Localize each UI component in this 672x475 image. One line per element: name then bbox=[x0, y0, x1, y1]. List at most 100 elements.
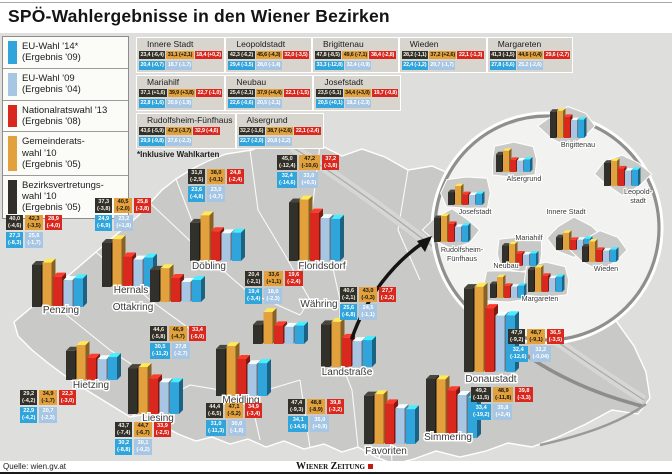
result-box-eu09: 20,8 (-2,2) bbox=[265, 137, 292, 146]
results-row-1: 32,2 (-1,6) 38,7 (+2,6) 22,1 (-2,4) bbox=[238, 127, 321, 136]
result-change: (-3,8) bbox=[135, 205, 150, 212]
result-change: (-12,4) bbox=[279, 162, 296, 169]
result-value: 48,8 bbox=[310, 400, 322, 406]
result-value: 39,8 bbox=[329, 400, 341, 406]
result-value: 34,9 bbox=[42, 391, 54, 397]
result-change: (-4,8) bbox=[190, 194, 204, 201]
result-value: 23,2 bbox=[118, 216, 130, 223]
district-results-leopoldstadt: Leopoldstadt 42,3 (-6,2) 45,6 (-4,3) 32,0 (… bbox=[226, 38, 312, 72]
results-row-2: 25,6 (-6,8) 24,5 (-1,1) bbox=[340, 304, 396, 320]
result-box-eu14: 25,6 (-6,8) bbox=[340, 304, 358, 320]
result-box-eu14: 30,5 (-11,2) bbox=[150, 343, 171, 359]
result-change: (-3,5) bbox=[27, 222, 41, 229]
result-change: (-8,9) bbox=[309, 406, 323, 413]
results-row-1: 47,8 (-8,5) 49,6 (-7,1) 38,4 (-2,8) bbox=[315, 51, 396, 60]
result-box-eu14: 22,9 (-4,2) bbox=[20, 407, 38, 423]
results-row-1: 44,6 (-5,8) 46,9 (-4,7) 33,4 (-5,0) bbox=[150, 326, 207, 342]
result-value: 25,8 bbox=[136, 199, 148, 205]
result-change: (-8,8) bbox=[117, 447, 131, 454]
result-change: (-5,0) bbox=[190, 333, 205, 340]
result-box-bv10: 44,4 (-6,5) bbox=[206, 403, 224, 419]
map-results-liesing: 43,7 (-7,4) 44,7 (-6,7) 33,9 (-2,5) 30,2 (-8,8)… bbox=[115, 422, 172, 457]
result-box-bv10: 23,5 (-5,1) bbox=[316, 89, 343, 98]
district-label: Hernals bbox=[114, 285, 148, 296]
result-value: 38,0 bbox=[210, 170, 222, 176]
result-box-eu09: 27,6 (-2,3) bbox=[166, 137, 193, 146]
legend-swatch-bv10 bbox=[8, 179, 17, 214]
legend-label-line: (Ergebnis '09) bbox=[22, 52, 81, 64]
result-box-bv10: 49,2 (-11,5) bbox=[471, 387, 492, 403]
result-value: 28,9 bbox=[47, 216, 59, 222]
result-value: 19,6 bbox=[288, 272, 300, 278]
result-box-gr10: 31,1 (+2,1) bbox=[166, 51, 194, 60]
results-band-2: Mariahilf 37,1 (+1,6) 39,9 (+3,8) 22,7 (-1,… bbox=[136, 75, 402, 111]
result-box-bv10: 40,6 (-2,1) bbox=[340, 287, 358, 303]
result-box-nr13: 28,9 (-4,0) bbox=[44, 215, 63, 231]
result-change: (-11,5) bbox=[473, 394, 490, 401]
result-value: 29,2 bbox=[23, 391, 35, 397]
district-label: Favoriten bbox=[365, 446, 407, 457]
result-value: 35,0 bbox=[314, 417, 326, 424]
result-value: 40,6 bbox=[343, 288, 355, 294]
result-box-eu09: 33,0 (+0,5) bbox=[299, 172, 319, 188]
result-value: 32,4 bbox=[281, 173, 293, 180]
result-box-eu14: 22,4 (-1,2) bbox=[401, 61, 428, 70]
results-band-3: Rudolfsheim-Fünfhaus 43,6 (-5,9) 47,3 (-3,… bbox=[136, 113, 324, 149]
result-box-nr13: 22,1 (-1,3) bbox=[457, 51, 484, 60]
result-change: (-0,1) bbox=[209, 176, 223, 183]
results-band-1: Innere Stadt 23,4 (-6,4) 31,1 (+2,1) 18,4 (… bbox=[136, 37, 574, 73]
result-box-eu14: 22,6 (-0,6) bbox=[228, 99, 255, 108]
result-value: 44,7 bbox=[137, 423, 149, 429]
bar-cluster-simmering bbox=[426, 374, 481, 438]
result-change: (-5,8) bbox=[152, 333, 166, 340]
results-row-1: 37,3 (-3,8) 40,5 (-2,0) 25,8 (-3,8) bbox=[95, 198, 152, 214]
results-row-2: 31,0 (-11,3) 30,0 (-1,0) bbox=[206, 420, 262, 436]
results-row-1: 47,4 (-9,3) 48,8 (-8,9) 39,8 (-3,2) bbox=[288, 399, 345, 415]
district-label: Landstraße bbox=[322, 367, 373, 378]
district-label: Donaustadt bbox=[465, 374, 516, 385]
result-change: (-0,3) bbox=[361, 294, 375, 301]
brand-logo: Wiener Zeitung bbox=[296, 461, 373, 472]
results-row-1: 31,8 (-2,5) 38,0 (-0,1) 24,8 (-2,4) bbox=[188, 169, 245, 185]
map-results-w-hring: 20,4 (-2,1) 33,6 (+1,1) 19,6 (-2,4) 19,4 (-3,4)… bbox=[245, 271, 303, 306]
inset-district-label: Margareten bbox=[522, 294, 559, 303]
result-value: 34,1 bbox=[292, 417, 304, 424]
district-label: Ottakring bbox=[113, 302, 154, 313]
result-change: (-2,5) bbox=[190, 176, 204, 183]
inset-district-label: Alsergrund bbox=[507, 174, 542, 183]
result-change: (-7,4) bbox=[117, 429, 131, 436]
legend-item-eu14: EU-Wahl '14* (Ergebnis '09) bbox=[3, 37, 128, 69]
result-box-eu14: 32,4 (-12,6) bbox=[508, 346, 529, 362]
district-label: Penzing bbox=[43, 305, 79, 316]
bar-cluster-penzing bbox=[32, 258, 87, 307]
results-row-2: 20,4 (-0,7) 18,7 (-1,7) bbox=[139, 61, 222, 70]
result-box-gr10: 48,9 (-11,8) bbox=[493, 387, 514, 403]
results-row-1: 45,0 (-12,4) 47,2 (-10,6) 37,2 (-3,8) bbox=[277, 155, 340, 171]
results-row-1: 23,4 (-6,4) 31,1 (+2,1) 18,4 (+0,2) bbox=[139, 51, 223, 60]
road-line bbox=[539, 402, 647, 447]
district-results-brigittenau: Brigittenau 47,8 (-8,5) 49,6 (-7,1) 38,4 (-… bbox=[313, 38, 398, 72]
result-box-nr13: 29,6 (-2,7) bbox=[544, 51, 571, 60]
district-label: Floridsdorf bbox=[298, 261, 345, 272]
brand-name: Wiener Zeitung bbox=[296, 461, 365, 472]
result-box-gr10: 48,8 (-8,9) bbox=[307, 399, 325, 415]
result-value: 30,2 bbox=[118, 440, 130, 447]
bar-cluster-meidling bbox=[216, 342, 271, 396]
result-box-eu14: 31,0 (-11,3) bbox=[206, 420, 227, 436]
brand-square-icon bbox=[367, 464, 373, 469]
result-change: (-2,2) bbox=[380, 294, 395, 301]
result-value: 24,5 bbox=[362, 305, 374, 312]
legend-label: Bezirksvertretungs-wahl '10 (Ergebnis '05… bbox=[22, 180, 104, 214]
result-box-eu09: 20,9 (-1,9) bbox=[166, 99, 193, 108]
district-results-josefstadt: Josefstadt 23,5 (-5,1) 34,4 (+3,0) 19,7 (-0… bbox=[314, 76, 401, 110]
result-box-bv10: 47,9 (-9,2) bbox=[508, 329, 526, 345]
result-value: 25,6 bbox=[28, 233, 40, 240]
result-value: 47,9 bbox=[511, 330, 523, 336]
district-label: Simmering bbox=[424, 432, 472, 443]
results-row-2: 33,3 (-12,8) 32,4 (-0,9) bbox=[315, 61, 396, 70]
result-change: (-6,8) bbox=[342, 312, 356, 319]
result-value: 20,4 bbox=[248, 272, 260, 278]
result-box-eu09: 24,5 (-1,1) bbox=[359, 304, 377, 320]
legend-label-line: EU-Wahl '09 bbox=[22, 72, 75, 84]
result-box-bv10: 37,3 (-3,8) bbox=[95, 198, 113, 214]
